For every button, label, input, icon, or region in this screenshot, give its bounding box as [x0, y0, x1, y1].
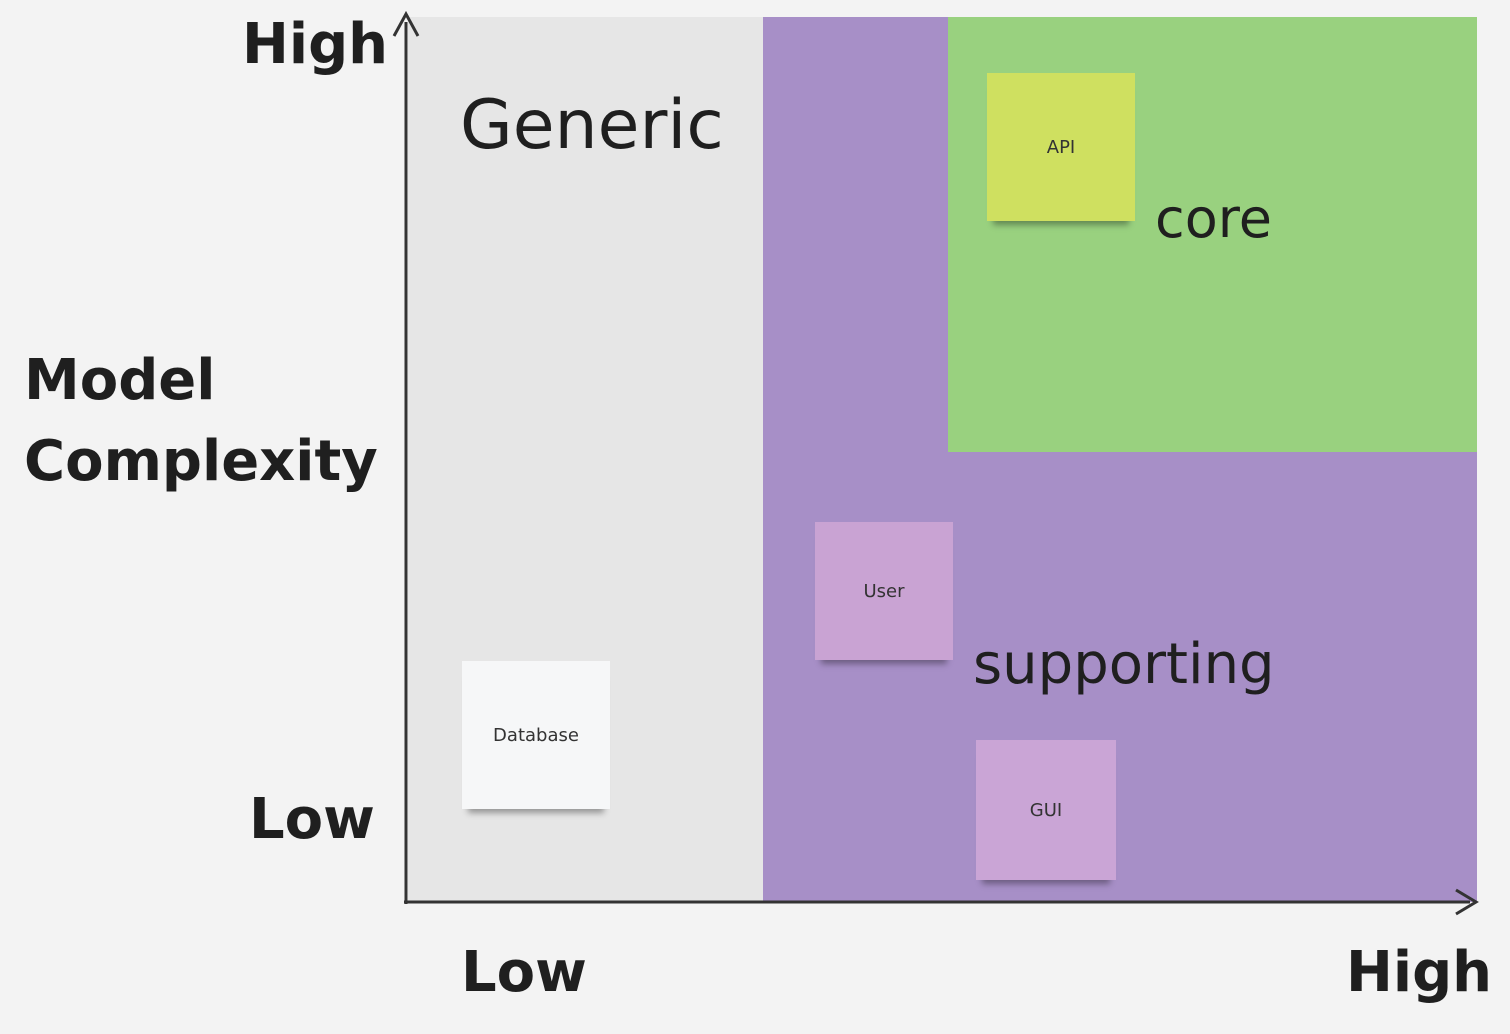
generic-region-label: Generic	[460, 86, 724, 165]
y-axis-arrow-icon	[392, 10, 420, 37]
x-axis-low-label: Low	[461, 940, 587, 1005]
y-axis-high-label: High	[242, 12, 389, 77]
y-axis-low-label: Low	[249, 787, 375, 852]
x-axis-arrow-icon	[1455, 888, 1479, 916]
sticky-note-database[interactable]: Database	[462, 661, 610, 809]
sticky-note-user[interactable]: User	[815, 522, 953, 660]
y-axis-title: Model Complexity	[24, 348, 378, 494]
core-region-label: core	[1155, 187, 1272, 250]
x-axis-high-label: High	[1346, 940, 1493, 1005]
supporting-region-label: supporting	[973, 632, 1275, 697]
sticky-note-api[interactable]: API	[987, 73, 1135, 221]
sticky-note-gui[interactable]: GUI	[976, 740, 1116, 880]
